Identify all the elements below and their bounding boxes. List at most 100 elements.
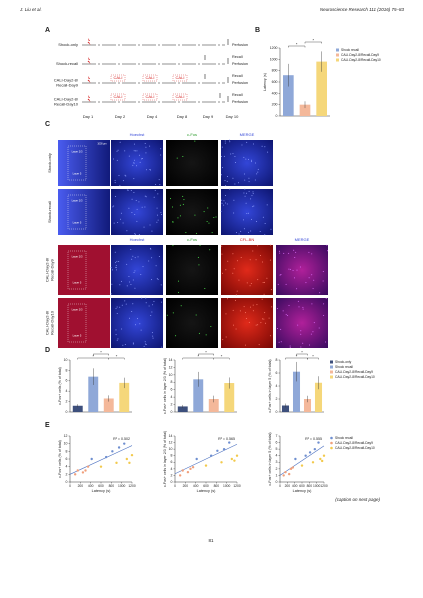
micrograph-speck [117,149,119,151]
micrograph-speck [206,221,208,223]
micrograph-speck [280,273,282,275]
panel-label: C [45,121,50,128]
bar [193,379,204,412]
micrograph [58,140,110,186]
micrograph-speck [136,150,138,152]
micrograph-speck [262,282,264,284]
micrograph-speck [172,312,174,314]
panel-label: B [255,27,260,34]
roi-box [67,303,87,343]
legend-label: CALI-Day2-8/Recall-Day10 [335,375,375,379]
running-author: J. Liu et al. [19,7,42,12]
micrograph-speck [254,162,256,164]
micrograph-speck [256,173,258,175]
micrograph-speck [116,339,118,341]
micrograph-speck [225,336,227,338]
micrograph-speck [269,259,271,261]
bar [303,399,312,412]
perfusion-label: Perfusion [232,62,248,66]
scatter-point [235,454,239,457]
column-header: CFL-BN [240,237,255,242]
bar [281,405,290,412]
micrograph-speck [205,334,207,336]
micrograph-speck [278,341,280,343]
micrograph-speck [245,317,247,319]
layer-label: Layer 2/3 [72,308,83,312]
micrograph-speck [221,202,223,204]
y-tick-label: 4 [66,465,68,469]
y-tick-label: 8 [171,454,173,458]
column-header: MERGE [240,132,255,137]
micrograph-speck [157,219,159,221]
micrograph-speck [194,214,196,216]
micrograph-speck [172,221,174,223]
micrograph-speck [132,279,134,281]
y-tick-label: 3 [276,460,278,464]
micrograph-speck [128,155,130,157]
micrograph-speck [183,199,185,201]
micrograph-speck [265,322,267,324]
x-tick-label: 1000 [223,484,231,488]
micrograph-speck [118,260,120,262]
r-squared: R² = 0.502 [113,437,130,441]
micrograph-speck [140,274,142,276]
micrograph-speck [148,305,150,307]
row-label: Shock-recall [47,201,52,223]
micrograph-speck [151,257,153,259]
bar [72,405,83,412]
micrograph [111,140,163,186]
y-tick-label: 8 [171,380,173,384]
micrograph-speck [209,249,211,251]
micrograph-speck [166,314,168,316]
y-tick-label: 600 [272,80,278,84]
micrograph-speck [141,206,143,208]
micrograph-speck [280,341,282,343]
micrograph-speck [132,255,134,257]
micrograph-speck [311,253,313,255]
micrograph-speck [266,204,268,206]
micrograph-speck [223,204,225,206]
micrograph-speck [126,189,128,191]
micrograph-speck [252,250,254,252]
micrograph-speck [177,280,179,282]
scatter-point [86,465,90,468]
micrograph-speck [195,314,197,316]
micrograph-speck [112,158,114,160]
y-tick-label: 6 [66,379,68,383]
scatter-point [289,467,293,471]
micrograph-speck [145,196,147,198]
bar [292,371,301,412]
micrograph-speck [172,245,174,247]
micrograph-speck [134,257,136,259]
micrograph-speck [225,202,227,204]
layer-label: Layer 5 [73,334,82,338]
cali-label: CALI [176,75,185,80]
micrograph-speck [236,290,238,292]
y-tick-label: 5 [276,447,278,451]
y-tick-label: 10 [64,358,68,362]
micrograph-speck [122,344,124,346]
legend-label: CALI-Day2-8/Recall-Day10 [341,58,381,62]
micrograph-speck [240,230,242,232]
micrograph [111,298,163,348]
layer-label: Layer 2/3 [72,150,83,154]
micrograph-speck [233,212,235,214]
y-tick-label: 8 [276,358,278,362]
group-label: Shock-only [58,42,78,47]
micrograph [166,298,218,348]
micrograph-speck [245,158,247,160]
row-label: CALI-Day2-8/ [45,310,50,335]
scatter-point [294,457,297,461]
micrograph-speck [149,224,151,226]
micrograph-speck [276,308,278,310]
scatter-point [216,449,219,452]
bar [88,376,99,412]
micrograph-speck [323,303,325,305]
micrograph-speck [197,256,199,258]
micrograph-speck [116,306,118,308]
micrograph-speck [252,206,254,208]
micrograph-speck [131,258,133,260]
micrograph-speck [252,191,254,193]
micrograph-speck [182,155,184,157]
micrograph-speck [241,144,243,146]
